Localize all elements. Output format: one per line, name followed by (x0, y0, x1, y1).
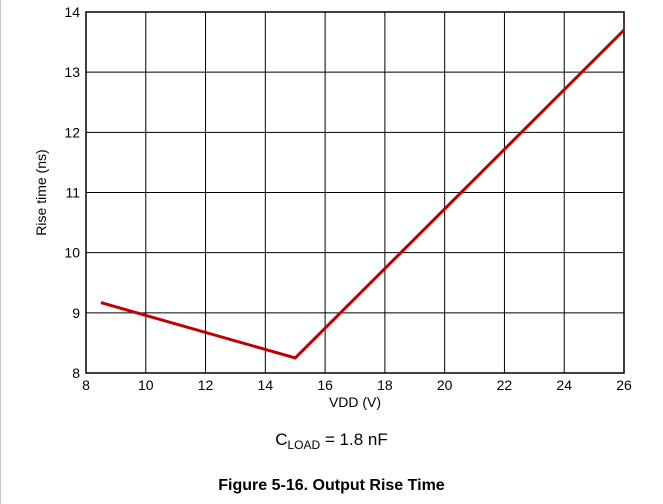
x-tick-label: 16 (317, 377, 333, 393)
y-tick-label: 12 (64, 124, 80, 140)
x-tick-label: 8 (82, 377, 90, 393)
x-tick-label: 26 (616, 377, 632, 393)
x-tick-label: 20 (437, 377, 453, 393)
plot-frame (85, 11, 625, 374)
y-tick-label: 9 (72, 305, 80, 321)
load-condition-annotation: CLOAD = 1.8 nF (0, 430, 663, 452)
x-tick-label: 18 (377, 377, 393, 393)
x-tick-label: 12 (198, 377, 214, 393)
x-tick-label: 14 (258, 377, 274, 393)
x-axis-label: VDD (V) (329, 394, 381, 410)
y-axis-label: Rise time (ns) (33, 149, 49, 235)
annotation-symbol: C (275, 430, 288, 449)
x-tick-labels: 8 10 12 14 16 18 20 22 24 26 (82, 377, 632, 393)
page-border (0, 0, 1, 504)
x-tick-label: 24 (556, 377, 572, 393)
x-tick-label: 22 (497, 377, 513, 393)
series-line-0 (100, 28, 626, 360)
y-tick-label: 8 (72, 365, 80, 381)
rise-time-chart: 8 10 12 14 16 18 20 22 24 26 8 9 10 11 12 13 14 VDD (V)… (33, 4, 632, 410)
y-tick-labels: 8 9 10 11 12 13 14 (64, 4, 80, 381)
annotation-value: = 1.8 nF (320, 430, 388, 449)
y-tick-label: 13 (64, 64, 80, 80)
figure-caption: Figure 5-16. Output Rise Time (218, 477, 445, 494)
y-tick-label: 10 (64, 245, 80, 261)
x-tick-label: 10 (138, 377, 154, 393)
series-layer (100, 28, 626, 360)
horizontal-gridlines (86, 11, 624, 374)
annotation-subscript: LOAD (287, 438, 321, 452)
y-tick-label: 11 (65, 185, 80, 201)
y-tick-label: 14 (64, 4, 80, 20)
